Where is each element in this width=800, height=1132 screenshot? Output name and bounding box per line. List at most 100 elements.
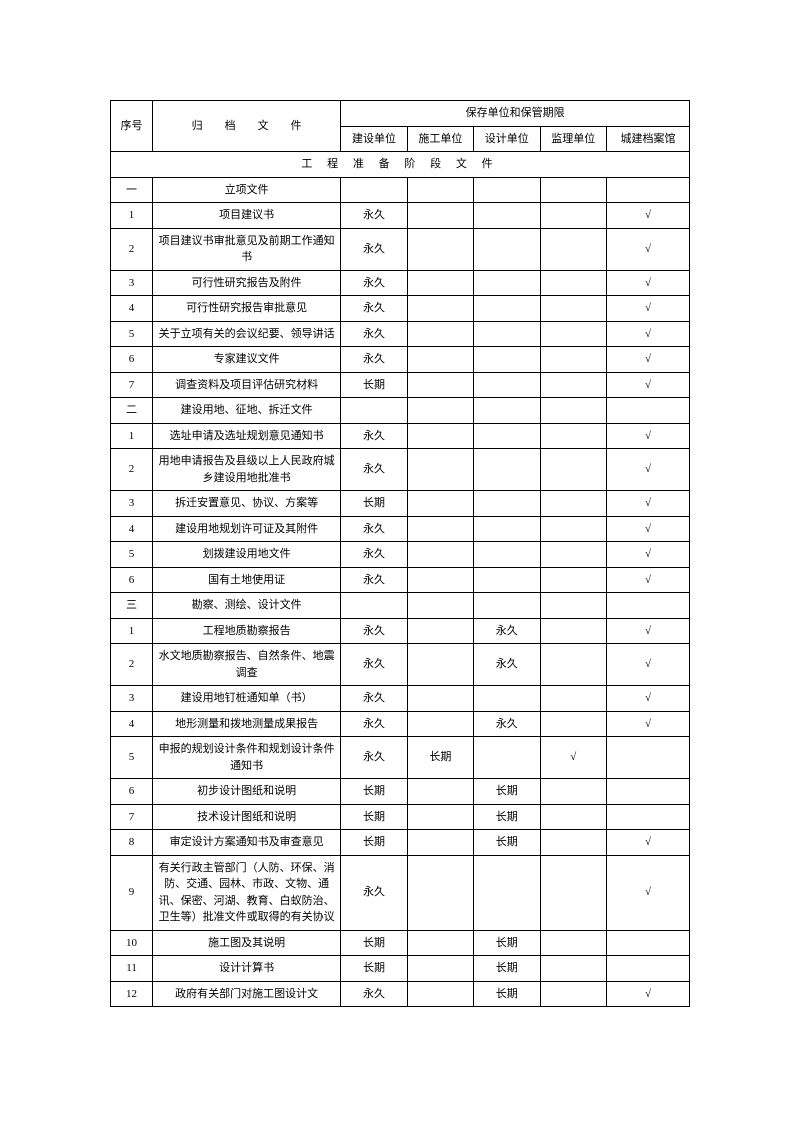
cell-design: 长期	[474, 804, 540, 830]
cell-file: 申报的规划设计条件和规划设计条件通知书	[153, 737, 341, 779]
cell-seq: 7	[111, 804, 153, 830]
cell-builder	[407, 449, 473, 491]
cell-supervision	[540, 516, 606, 542]
cell-seq: 6	[111, 347, 153, 373]
cell-construction	[341, 177, 407, 203]
cell-supervision: √	[540, 737, 606, 779]
cell-supervision	[540, 228, 606, 270]
cell-construction: 永久	[341, 644, 407, 686]
cell-design: 长期	[474, 779, 540, 805]
cell-design	[474, 516, 540, 542]
cell-seq: 1	[111, 203, 153, 229]
cell-supervision	[540, 398, 606, 424]
archive-table: 序号 归 档 文 件 保存单位和保管期限 建设单位 施工单位 设计单位 监理单位…	[110, 100, 690, 1007]
cell-archive: √	[606, 203, 689, 229]
cell-design	[474, 321, 540, 347]
table-row: 二建设用地、征地、拆迁文件	[111, 398, 690, 424]
cell-seq: 一	[111, 177, 153, 203]
cell-file: 初步设计图纸和说明	[153, 779, 341, 805]
cell-builder	[407, 321, 473, 347]
cell-supervision	[540, 711, 606, 737]
cell-seq: 7	[111, 372, 153, 398]
cell-builder	[407, 830, 473, 856]
cell-supervision	[540, 203, 606, 229]
cell-archive: √	[606, 855, 689, 930]
cell-archive: √	[606, 372, 689, 398]
cell-seq: 5	[111, 737, 153, 779]
cell-design: 长期	[474, 930, 540, 956]
cell-builder	[407, 618, 473, 644]
cell-seq: 4	[111, 711, 153, 737]
cell-supervision	[540, 423, 606, 449]
cell-design	[474, 686, 540, 712]
cell-archive: √	[606, 618, 689, 644]
cell-builder	[407, 516, 473, 542]
cell-archive	[606, 177, 689, 203]
cell-file: 选址申请及选址规划意见通知书	[153, 423, 341, 449]
cell-archive	[606, 737, 689, 779]
cell-construction: 长期	[341, 779, 407, 805]
cell-seq: 3	[111, 686, 153, 712]
cell-supervision	[540, 491, 606, 517]
header-storage: 保存单位和保管期限	[341, 101, 690, 127]
cell-builder	[407, 491, 473, 517]
cell-design	[474, 855, 540, 930]
cell-file: 用地申请报告及县级以上人民政府城乡建设用地批准书	[153, 449, 341, 491]
cell-file: 项目建议书	[153, 203, 341, 229]
cell-builder	[407, 593, 473, 619]
cell-file: 立项文件	[153, 177, 341, 203]
cell-seq: 4	[111, 516, 153, 542]
cell-archive: √	[606, 449, 689, 491]
header-supervision: 监理单位	[540, 126, 606, 152]
cell-design: 永久	[474, 711, 540, 737]
header-file: 归 档 文 件	[153, 101, 341, 152]
cell-supervision	[540, 567, 606, 593]
cell-archive: √	[606, 296, 689, 322]
cell-construction	[341, 593, 407, 619]
cell-archive	[606, 930, 689, 956]
cell-seq: 11	[111, 956, 153, 982]
cell-file: 关于立项有关的会议纪要、领导讲话	[153, 321, 341, 347]
cell-seq: 4	[111, 296, 153, 322]
table-row: 2项目建议书审批意见及前期工作通知书永久 √	[111, 228, 690, 270]
table-row: 6初步设计图纸和说明长期长期	[111, 779, 690, 805]
table-row: 6国有土地使用证永久√	[111, 567, 690, 593]
cell-archive	[606, 956, 689, 982]
cell-seq: 6	[111, 779, 153, 805]
cell-builder	[407, 804, 473, 830]
cell-construction: 永久	[341, 686, 407, 712]
cell-file: 划拨建设用地文件	[153, 542, 341, 568]
cell-design	[474, 372, 540, 398]
cell-archive: √	[606, 228, 689, 270]
table-row: 3可行性研究报告及附件永久√	[111, 270, 690, 296]
cell-seq: 10	[111, 930, 153, 956]
cell-supervision	[540, 449, 606, 491]
cell-builder	[407, 203, 473, 229]
cell-construction: 永久	[341, 296, 407, 322]
cell-design: 长期	[474, 956, 540, 982]
cell-construction: 永久	[341, 347, 407, 373]
cell-design: 永久	[474, 618, 540, 644]
table-row: 2用地申请报告及县级以上人民政府城乡建设用地批准书永久√	[111, 449, 690, 491]
table-row: 一立项文件	[111, 177, 690, 203]
cell-seq: 2	[111, 228, 153, 270]
cell-construction: 永久	[341, 228, 407, 270]
cell-construction	[341, 398, 407, 424]
cell-design	[474, 270, 540, 296]
cell-construction: 长期	[341, 372, 407, 398]
cell-seq: 9	[111, 855, 153, 930]
cell-builder: 长期	[407, 737, 473, 779]
cell-file: 拆迁安置意见、协议、方案等	[153, 491, 341, 517]
cell-builder	[407, 423, 473, 449]
table-row: 7技术设计图纸和说明长期长期	[111, 804, 690, 830]
cell-seq: 1	[111, 618, 153, 644]
cell-archive: √	[606, 516, 689, 542]
cell-construction: 永久	[341, 516, 407, 542]
cell-file: 项目建议书审批意见及前期工作通知书	[153, 228, 341, 270]
cell-design	[474, 737, 540, 779]
cell-seq: 2	[111, 449, 153, 491]
table-row: 1选址申请及选址规划意见通知书永久√	[111, 423, 690, 449]
cell-seq: 1	[111, 423, 153, 449]
cell-archive: √	[606, 567, 689, 593]
cell-supervision	[540, 618, 606, 644]
